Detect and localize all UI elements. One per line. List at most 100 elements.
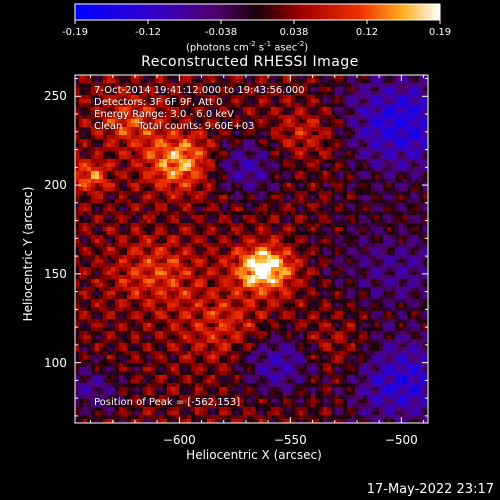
- heatmap-cell: [111, 191, 116, 196]
- heatmap-cell: [411, 239, 416, 244]
- heatmap-cell: [391, 147, 396, 152]
- heatmap-cell: [311, 75, 316, 80]
- heatmap-cell: [163, 227, 168, 232]
- heatmap-cell: [327, 219, 332, 224]
- heatmap-cell: [211, 167, 216, 172]
- heatmap-cell: [351, 283, 356, 288]
- heatmap-cell: [91, 79, 96, 84]
- heatmap-cell: [375, 123, 380, 128]
- heatmap-cell: [123, 251, 128, 256]
- heatmap-cell: [223, 175, 228, 180]
- heatmap-cell: [387, 219, 392, 224]
- heatmap-cell: [395, 187, 400, 192]
- heatmap-cell: [79, 231, 84, 236]
- heatmap-cell: [283, 155, 288, 160]
- heatmap-cell: [75, 239, 80, 244]
- heatmap-cell: [355, 115, 360, 120]
- heatmap-cell: [327, 75, 332, 80]
- heatmap-cell: [363, 235, 368, 240]
- heatmap-cell: [255, 83, 260, 88]
- heatmap-cell: [299, 259, 304, 264]
- heatmap-cell: [423, 159, 428, 164]
- heatmap-cell: [143, 139, 148, 144]
- heatmap-cell: [127, 127, 132, 132]
- heatmap-cell: [155, 127, 160, 132]
- heatmap-cell: [311, 243, 316, 248]
- heatmap-cell: [151, 163, 156, 168]
- heatmap-cell: [239, 219, 244, 224]
- heatmap-cell: [319, 267, 324, 272]
- heatmap-cell: [219, 255, 224, 260]
- heatmap-cell: [227, 171, 232, 176]
- heatmap-cell: [103, 235, 108, 240]
- heatmap-cell: [227, 199, 232, 204]
- heatmap-cell: [339, 267, 344, 272]
- heatmap-cell: [163, 111, 168, 116]
- heatmap-cell: [295, 267, 300, 272]
- heatmap-cell: [311, 119, 316, 124]
- heatmap-cell: [423, 271, 428, 276]
- heatmap-cell: [399, 235, 404, 240]
- heatmap-cell: [171, 227, 176, 232]
- heatmap-cell: [103, 251, 108, 256]
- heatmap-cell: [207, 99, 212, 104]
- heatmap-cell: [395, 263, 400, 268]
- heatmap-cell: [107, 155, 112, 160]
- heatmap-cell: [199, 203, 204, 208]
- heatmap-cell: [343, 159, 348, 164]
- heatmap-cell: [223, 75, 228, 80]
- heatmap-cell: [415, 291, 420, 296]
- heatmap-cell: [407, 219, 412, 224]
- heatmap-cell: [311, 155, 316, 160]
- heatmap-cell: [387, 79, 392, 84]
- heatmap-cell: [407, 159, 412, 164]
- heatmap-cell: [267, 235, 272, 240]
- heatmap-cell: [363, 123, 368, 128]
- heatmap-cell: [179, 159, 184, 164]
- heatmap-cell: [199, 195, 204, 200]
- heatmap-cell: [167, 267, 172, 272]
- heatmap-cell: [187, 279, 192, 284]
- heatmap-cell: [211, 287, 216, 292]
- heatmap-cell: [375, 175, 380, 180]
- heatmap-cell: [283, 103, 288, 108]
- heatmap-cell: [139, 247, 144, 252]
- heatmap-cell: [267, 295, 272, 300]
- heatmap-cell: [403, 227, 408, 232]
- heatmap-cell: [155, 119, 160, 124]
- heatmap-cell: [135, 283, 140, 288]
- heatmap-cell: [195, 99, 200, 104]
- heatmap-cell: [211, 223, 216, 228]
- heatmap-cell: [283, 239, 288, 244]
- heatmap-cell: [335, 151, 340, 156]
- heatmap-cell: [123, 187, 128, 192]
- heatmap-cell: [359, 223, 364, 228]
- heatmap-cell: [207, 163, 212, 168]
- heatmap-cell: [383, 119, 388, 124]
- heatmap-cell: [243, 123, 248, 128]
- heatmap-cell: [367, 79, 372, 84]
- heatmap-cell: [411, 115, 416, 120]
- heatmap-cell: [187, 211, 192, 216]
- heatmap-cell: [115, 155, 120, 160]
- heatmap-cell: [263, 203, 268, 208]
- heatmap-cell: [207, 171, 212, 176]
- heatmap-cell: [199, 159, 204, 164]
- heatmap-cell: [139, 155, 144, 160]
- heatmap-cell: [115, 123, 120, 128]
- heatmap-cell: [131, 143, 136, 148]
- heatmap-cell: [403, 171, 408, 176]
- heatmap-cell: [399, 275, 404, 280]
- heatmap-cell: [339, 239, 344, 244]
- heatmap-cell: [395, 119, 400, 124]
- heatmap-cell: [103, 171, 108, 176]
- heatmap-cell: [155, 79, 160, 84]
- heatmap-cell: [299, 279, 304, 284]
- heatmap-cell: [91, 155, 96, 160]
- heatmap-cell: [267, 191, 272, 196]
- heatmap-cell: [211, 191, 216, 196]
- heatmap-cell: [351, 91, 356, 96]
- heatmap-cell: [83, 143, 88, 148]
- heatmap-cell: [91, 203, 96, 208]
- heatmap-cell: [143, 211, 148, 216]
